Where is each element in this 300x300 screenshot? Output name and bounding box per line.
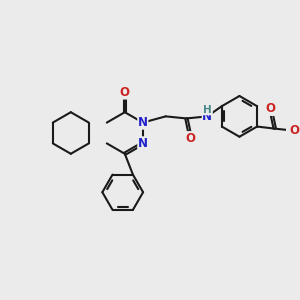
Text: O: O	[120, 86, 130, 99]
Text: O: O	[186, 132, 196, 145]
Text: O: O	[290, 124, 299, 137]
Text: N: N	[202, 110, 212, 123]
Text: H: H	[203, 105, 212, 115]
Text: O: O	[266, 102, 276, 116]
Text: N: N	[138, 137, 148, 150]
Text: N: N	[138, 116, 148, 129]
